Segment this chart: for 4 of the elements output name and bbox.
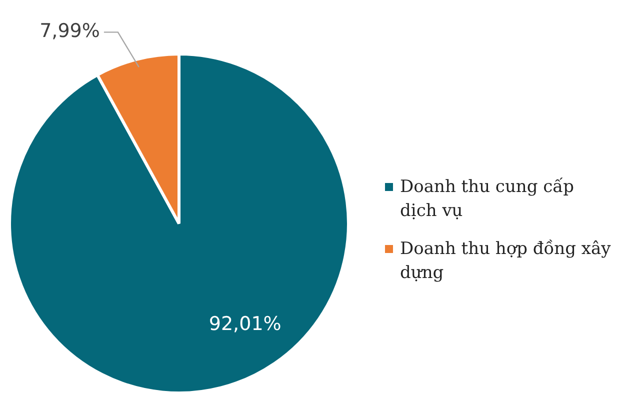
data-label: 7,99% xyxy=(40,20,100,42)
data-label: 92,01% xyxy=(208,313,282,336)
legend-label: Doanh thu cung cấp dịch vụ xyxy=(400,176,575,223)
legend-label: Doanh thu hợp đồng xây dựng xyxy=(400,238,612,285)
